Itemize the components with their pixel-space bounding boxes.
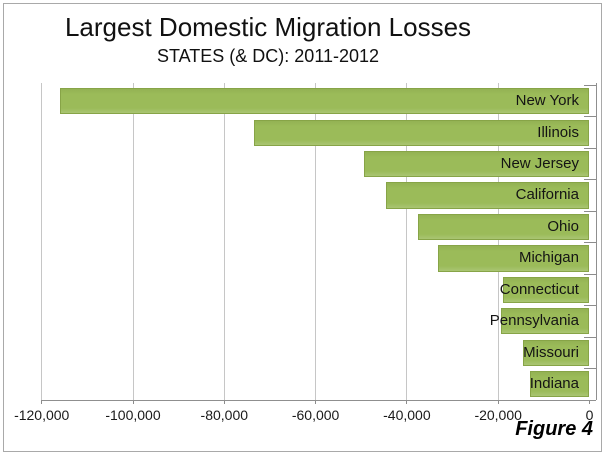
x-axis-tick [223,400,225,404]
x-axis-tick [589,400,590,404]
bar-label: Ohio [547,217,579,235]
bar-label: Connecticut [499,280,579,298]
gridline [406,83,408,400]
bar: Illinois [253,119,589,146]
category-axis-tick [583,210,597,212]
x-axis-tick [315,400,317,404]
bar-label: New York [515,92,579,110]
gridline [315,83,317,400]
bar-label: Illinois [537,123,579,141]
gridline [41,83,43,400]
gridline [132,83,134,400]
category-axis-tick [583,336,597,338]
bar-label: Missouri [523,343,579,361]
x-axis-tick [497,400,499,404]
category-axis-tick [583,242,597,244]
gridline [223,83,225,400]
x-tick-label: -40,000 [383,407,431,423]
category-axis-tick [583,305,597,307]
bar: Ohio [418,213,589,241]
category-axis-tick [583,116,597,118]
bar-label: California [515,186,579,204]
x-axis-tick [41,400,43,404]
x-tick-label: -80,000 [200,407,249,423]
bar: Missouri [523,339,589,366]
chart-subtitle: STATES (& DC): 2011-2012 [156,46,380,66]
category-axis-tick [583,179,597,181]
x-tick-label: -20,000 [474,407,522,423]
gridline [497,83,499,400]
bar: New Jersey [363,151,589,178]
x-tick-label: -100,000 [105,407,161,423]
x-tick-label: 0 [585,407,594,423]
bar: Pennsylvania [490,308,589,335]
category-axis-tick [583,273,597,275]
bar-label: Michigan [518,249,579,267]
bar: California [386,182,589,209]
category-axis-tick [583,147,597,149]
category-axis-line [595,83,597,400]
bar-label: New Jersey [500,155,579,172]
figure-caption: Figure 4 [515,418,593,440]
category-axis-tick [583,368,597,370]
category-axis-tick [583,85,597,86]
bar: Connecticut [499,276,589,303]
bar: Indiana [529,371,589,398]
x-axis-tick [132,400,134,404]
bar-label: Pennsylvania [489,312,579,330]
chart-title: Largest Domestic Migration Losses [64,12,472,42]
x-axis-tick [406,400,408,404]
bar-label: Indiana [529,375,579,393]
bar: Michigan [438,245,589,272]
x-tick-label: -60,000 [291,407,340,423]
bar: New York [59,88,589,115]
x-tick-label: -120,000 [14,407,70,423]
x-axis-line [41,400,597,401]
